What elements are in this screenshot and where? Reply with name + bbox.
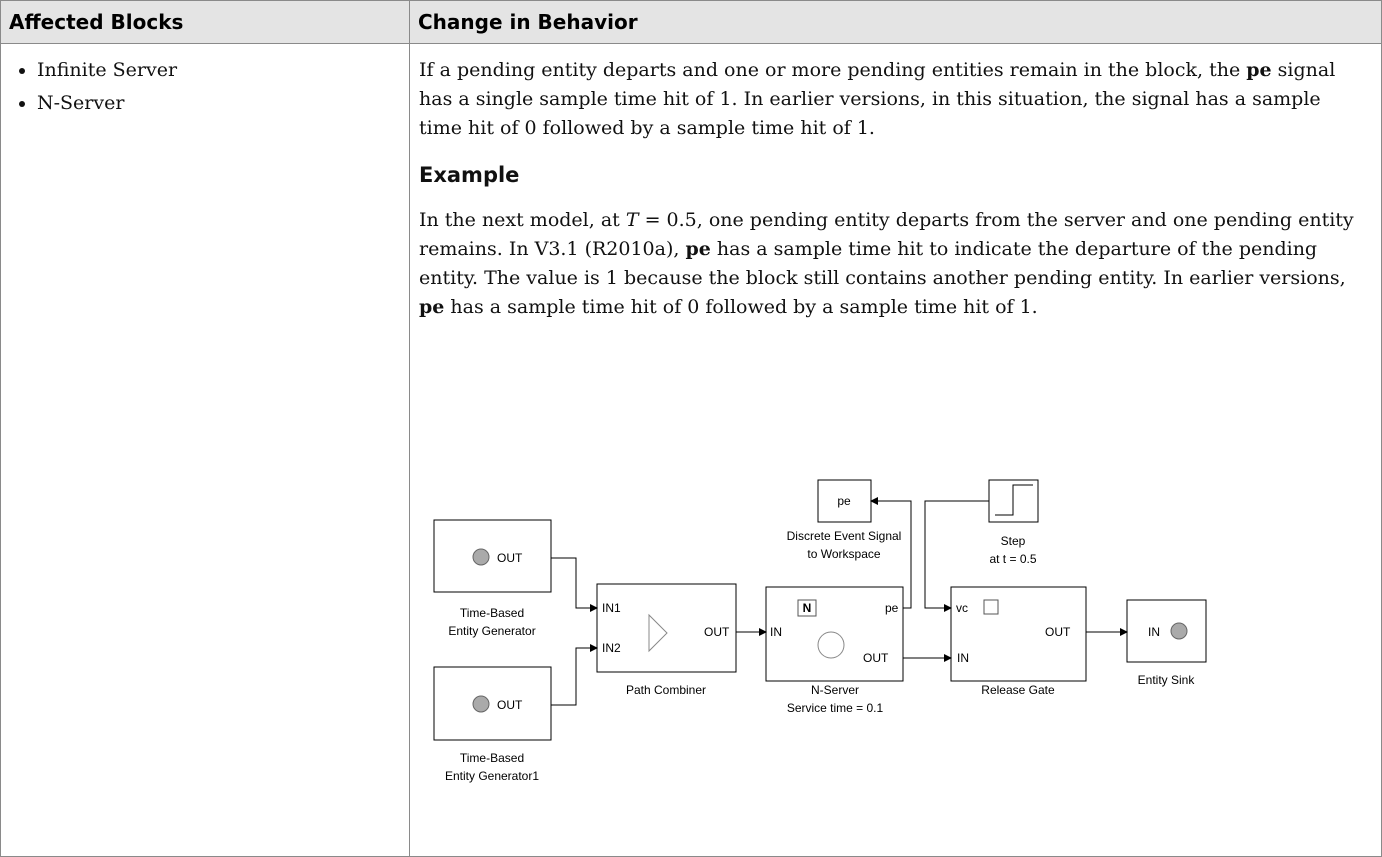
paragraph: If a pending entity departs and one or m…	[419, 56, 1361, 143]
block-label: Discrete Event Signal	[787, 529, 902, 543]
block-label: Entity Generator	[448, 624, 535, 638]
block-list: Infinite Server N-Server	[9, 56, 409, 118]
port-label: vc	[956, 601, 968, 615]
block	[433, 519, 552, 593]
block-label: Time-Based	[460, 751, 524, 765]
block	[433, 666, 552, 741]
paragraph: In the next model, at T = 0.5, one pendi…	[419, 206, 1361, 322]
block-label: Path Combiner	[626, 683, 706, 697]
text: In the next model, at	[419, 209, 626, 231]
port-label: IN	[957, 651, 969, 665]
icon	[1170, 622, 1188, 640]
port-label: OUT	[704, 625, 730, 639]
signal-name: pe	[1246, 59, 1272, 81]
port-label: IN1	[602, 601, 621, 615]
block	[950, 586, 1087, 682]
icon	[648, 613, 668, 653]
port-label: IN2	[602, 641, 621, 655]
block-item: Infinite Server	[37, 56, 409, 85]
page: Affected Blocks Change in Behavior Infin…	[0, 0, 1382, 803]
icon	[995, 484, 1033, 516]
block-item: N-Server	[37, 89, 409, 118]
block-text: pe	[837, 494, 851, 508]
text: has a sample time hit to indicate the de…	[419, 238, 1346, 289]
connector	[551, 644, 598, 706]
header-cell: Affected Blocks	[0, 0, 410, 44]
port-label: OUT	[1045, 625, 1071, 639]
block-label: at t = 0.5	[989, 552, 1036, 566]
icon	[472, 548, 490, 566]
icon	[472, 695, 490, 713]
signal-name: pe	[685, 238, 711, 260]
port-label: pe	[885, 601, 899, 615]
blocks-cell: Infinite Server N-Server	[0, 43, 410, 857]
block-label: N-Server	[811, 683, 859, 697]
block-label: Step	[1001, 534, 1026, 548]
port-label: IN	[1148, 625, 1160, 639]
block	[817, 479, 872, 523]
block	[596, 583, 737, 673]
header-cell: Change in Behavior	[409, 0, 1382, 44]
block-label: Service time = 0.1	[787, 701, 884, 715]
block-label: Entity Sink	[1138, 673, 1196, 687]
block	[1126, 599, 1207, 663]
port-label: OUT	[497, 551, 523, 565]
connector	[870, 497, 912, 609]
text: If a pending entity departs and one or m…	[419, 59, 1247, 81]
block-label: to Workspace	[807, 547, 880, 561]
port-label: IN	[770, 625, 782, 639]
model-diagram: OUT Time-Based Entity Generator OUT Time…	[411, 455, 1223, 795]
example-heading: Example	[419, 163, 520, 187]
block-label: Time-Based	[460, 606, 524, 620]
port-label: OUT	[863, 651, 889, 665]
connector	[924, 500, 989, 612]
connector	[551, 557, 598, 612]
icon-text: N	[803, 601, 812, 615]
text: has a sample time hit of 0 followed by a…	[444, 296, 1038, 318]
icon	[797, 599, 817, 617]
icon	[983, 599, 999, 615]
icon	[817, 631, 845, 659]
block-label: Release Gate	[981, 683, 1055, 697]
block-label: Entity Generator1	[445, 769, 539, 783]
text: signal has a single sample time hit of 1…	[419, 59, 1336, 139]
variable: T	[625, 209, 639, 231]
signal-name: pe	[419, 296, 445, 318]
text: = 0.5, one pending entity departs from t…	[419, 209, 1354, 260]
port-label: OUT	[497, 698, 523, 712]
header-row: Affected Blocks Change in Behavior	[0, 0, 1382, 44]
